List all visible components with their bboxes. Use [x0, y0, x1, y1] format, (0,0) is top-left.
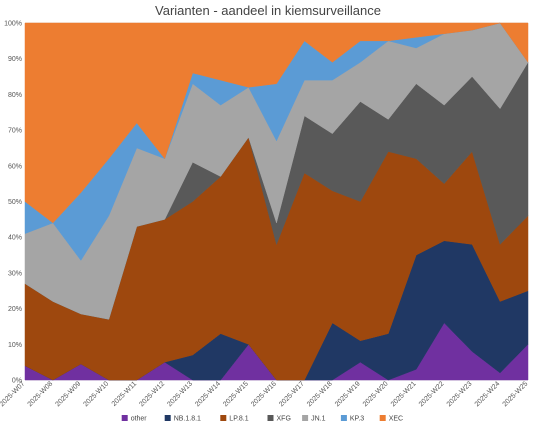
- legend-swatch-lp-8-1: [220, 415, 227, 421]
- x-tick-label: 2025-W14: [194, 380, 222, 408]
- legend-label-lp-8-1: LP.8.1: [229, 416, 248, 423]
- x-tick-label: 2025-W25: [502, 380, 530, 408]
- legend-swatch-jn-1: [302, 415, 309, 421]
- legend-label-other: other: [131, 416, 148, 423]
- x-tick-label: 2025-W09: [55, 380, 83, 408]
- x-tick-label: 2025-W10: [82, 380, 110, 408]
- x-tick-label: 2025-W21: [390, 380, 418, 408]
- legend-swatch-kp-3: [340, 415, 347, 421]
- y-tick-label: 80%: [8, 92, 22, 99]
- legend-label-xec: XEC: [389, 416, 403, 423]
- x-tick-label: 2025-W20: [362, 380, 390, 408]
- x-tick-label: 2025-W15: [222, 380, 250, 408]
- legend: other NB.1.8.1 LP.8.1 XFG JN.1 KP.3 XEC: [121, 415, 403, 423]
- plot-areas: [24, 22, 529, 381]
- y-tick-label: 10%: [8, 342, 22, 349]
- series-area-xec: [24, 22, 529, 224]
- x-tick-label: 2025-W16: [250, 380, 278, 408]
- x-tick-label: 2025-W19: [334, 380, 362, 408]
- chart-title: Varianten - aandeel in kiemsurveillance: [155, 3, 381, 18]
- x-tick-label: 2025-W23: [446, 380, 474, 408]
- x-tick-label: 2025-W24: [474, 380, 502, 408]
- y-tick-label: 0%: [12, 378, 22, 385]
- legend-swatch-other: [121, 415, 128, 421]
- x-tick-label: 2025-W17: [278, 380, 306, 408]
- x-tick-label: 2025-W11: [111, 380, 138, 407]
- y-tick-label: 100%: [4, 21, 22, 28]
- y-tick-label: 30%: [8, 270, 22, 277]
- legend-label-kp-3: KP.3: [350, 416, 364, 423]
- legend-label-jn-1: JN.1: [311, 416, 326, 423]
- x-tick-label: 2025-W18: [306, 380, 334, 408]
- x-tick-label: 2025-W07: [0, 380, 26, 408]
- y-tick-label: 70%: [8, 128, 22, 135]
- legend-swatch-xec: [379, 415, 386, 421]
- legend-swatch-nb-1-8-1: [164, 415, 171, 421]
- legend-label-xfg: XFG: [277, 416, 291, 423]
- y-tick-label: 20%: [8, 306, 22, 313]
- x-tick-label: 2025-W12: [138, 380, 166, 408]
- y-tick-label: 50%: [8, 199, 22, 206]
- legend-swatch-xfg: [267, 415, 274, 421]
- legend-label-nb-1-8-1: NB.1.8.1: [174, 416, 201, 423]
- y-tick-label: 40%: [8, 235, 22, 242]
- x-tick-label: 2025-W13: [166, 380, 194, 408]
- y-tick-label: 60%: [8, 163, 22, 170]
- x-tick-label: 2025-W22: [418, 380, 446, 408]
- x-tick-label: 2025-W08: [27, 380, 55, 408]
- y-tick-label: 90%: [8, 56, 22, 63]
